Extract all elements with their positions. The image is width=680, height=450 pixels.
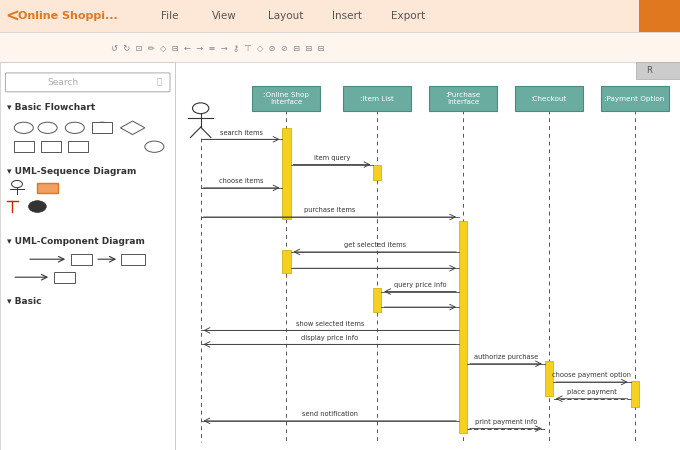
Text: choose items: choose items xyxy=(219,178,264,184)
Text: Insert: Insert xyxy=(332,11,362,21)
FancyBboxPatch shape xyxy=(0,62,175,450)
Ellipse shape xyxy=(92,122,112,134)
FancyBboxPatch shape xyxy=(545,361,553,396)
Text: Search: Search xyxy=(48,78,79,87)
Text: ▾ Basic: ▾ Basic xyxy=(7,297,41,306)
Text: :Checkout: :Checkout xyxy=(530,95,567,102)
FancyBboxPatch shape xyxy=(282,128,290,219)
FancyBboxPatch shape xyxy=(0,0,680,32)
Circle shape xyxy=(29,201,46,212)
Text: query price info: query price info xyxy=(394,282,447,288)
Text: ▾ UML-Component Diagram: ▾ UML-Component Diagram xyxy=(7,237,145,246)
FancyBboxPatch shape xyxy=(343,86,411,111)
Text: <: < xyxy=(5,7,19,25)
FancyBboxPatch shape xyxy=(636,62,680,79)
Text: item query: item query xyxy=(313,155,350,161)
Text: Online Shoppi...: Online Shoppi... xyxy=(18,11,118,21)
Text: place payment: place payment xyxy=(566,389,617,395)
FancyBboxPatch shape xyxy=(175,62,680,450)
Text: File: File xyxy=(161,11,179,21)
FancyBboxPatch shape xyxy=(373,165,381,180)
Text: :Purchase
Interface: :Purchase Interface xyxy=(445,92,481,105)
Ellipse shape xyxy=(65,122,84,134)
Text: ↺  ↻  ⊡  ✏  ◇  ⊟  ←  →  ≡  →  ⚷  ⊤  ◇  ⊘  ⊘  ⊟  ⊟  ⊟: ↺ ↻ ⊡ ✏ ◇ ⊟ ← → ≡ → ⚷ ⊤ ◇ ⊘ ⊘ ⊟ ⊟ ⊟ xyxy=(111,42,324,51)
FancyBboxPatch shape xyxy=(630,381,639,407)
FancyBboxPatch shape xyxy=(639,0,680,32)
Text: choose payment option: choose payment option xyxy=(552,373,631,378)
Polygon shape xyxy=(120,121,145,135)
FancyBboxPatch shape xyxy=(41,141,61,152)
Text: show selected items: show selected items xyxy=(296,321,364,327)
Text: authorize purchase: authorize purchase xyxy=(474,354,538,360)
Text: 🔍: 🔍 xyxy=(157,78,162,87)
FancyBboxPatch shape xyxy=(121,254,145,265)
Text: View: View xyxy=(212,11,237,21)
Text: Export: Export xyxy=(391,11,425,21)
Text: print payment info: print payment info xyxy=(475,419,537,425)
FancyBboxPatch shape xyxy=(54,272,75,283)
FancyBboxPatch shape xyxy=(14,141,34,152)
Ellipse shape xyxy=(145,141,164,153)
FancyBboxPatch shape xyxy=(282,250,290,273)
Text: R: R xyxy=(647,66,652,75)
Text: search items: search items xyxy=(220,130,263,136)
Text: ▾ UML-Sequence Diagram: ▾ UML-Sequence Diagram xyxy=(7,167,136,176)
Text: get selected items: get selected items xyxy=(343,243,406,248)
Text: :Online Shop
Interface: :Online Shop Interface xyxy=(263,92,309,105)
Text: :Item List: :Item List xyxy=(360,95,394,102)
FancyBboxPatch shape xyxy=(373,288,381,312)
Text: ▾ Basic Flowchart: ▾ Basic Flowchart xyxy=(7,103,95,112)
FancyBboxPatch shape xyxy=(515,86,583,111)
FancyBboxPatch shape xyxy=(459,221,467,432)
Text: send notification: send notification xyxy=(302,411,358,417)
FancyBboxPatch shape xyxy=(92,122,112,133)
FancyBboxPatch shape xyxy=(429,86,497,111)
Ellipse shape xyxy=(38,122,57,134)
FancyBboxPatch shape xyxy=(68,141,88,152)
FancyBboxPatch shape xyxy=(71,254,92,265)
Text: display price info: display price info xyxy=(301,335,358,341)
Ellipse shape xyxy=(14,122,33,134)
Circle shape xyxy=(192,103,209,114)
FancyBboxPatch shape xyxy=(600,86,668,111)
FancyBboxPatch shape xyxy=(37,183,58,193)
Text: :Payment Option: :Payment Option xyxy=(605,95,665,102)
Circle shape xyxy=(12,180,22,188)
FancyBboxPatch shape xyxy=(0,32,680,62)
FancyBboxPatch shape xyxy=(5,73,170,92)
Text: Layout: Layout xyxy=(268,11,303,21)
Text: purchase items: purchase items xyxy=(304,207,356,213)
FancyBboxPatch shape xyxy=(252,86,320,111)
